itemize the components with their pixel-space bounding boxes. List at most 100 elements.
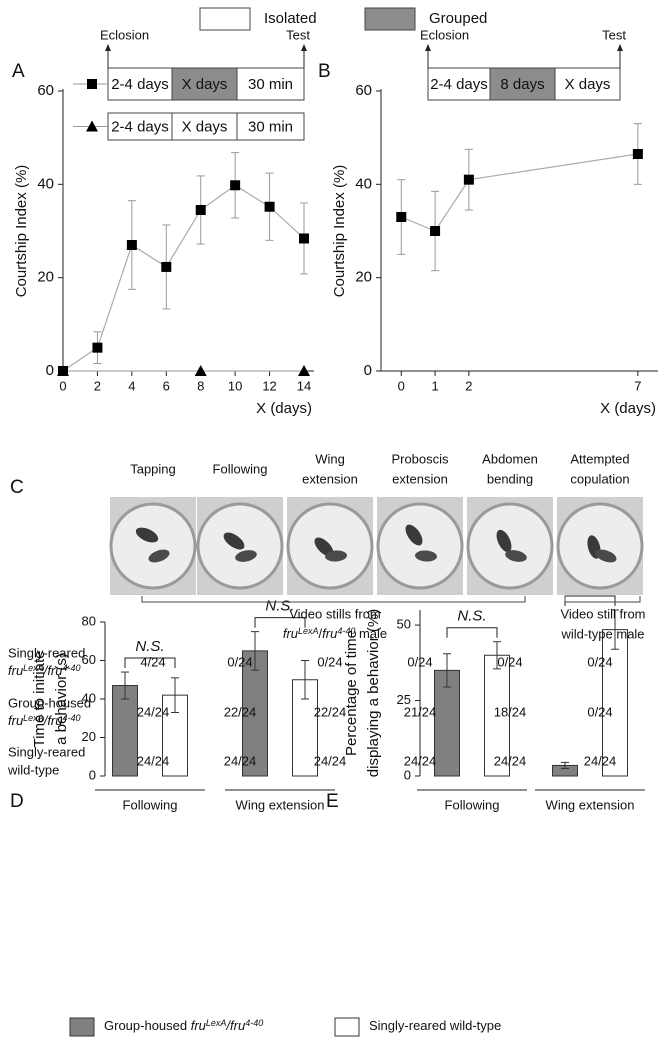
schedule-box	[427, 67, 491, 101]
text-segment: /	[225, 1018, 231, 1033]
y-axis-label: displaying a behavior (%)	[365, 609, 382, 777]
y-tick-label: 20	[355, 269, 372, 286]
marker	[92, 342, 103, 353]
marker	[230, 180, 241, 191]
error-bar	[561, 761, 569, 769]
y-tick-label: 20	[82, 729, 96, 744]
arena	[109, 502, 197, 590]
text-segment: fru	[322, 626, 337, 641]
table-cell: 0/24	[407, 654, 432, 669]
significance-bracket	[446, 627, 498, 638]
x-tick-label: 4	[128, 378, 135, 393]
x-tick-label: 12	[262, 378, 276, 393]
table-cell: 24/24	[314, 753, 347, 768]
marker	[298, 365, 310, 376]
marker	[87, 79, 97, 89]
annotation: N.S.	[457, 608, 486, 625]
caption: Video still from	[560, 606, 645, 621]
y-tick-label: 0	[46, 362, 54, 379]
legend-label: Grouped	[429, 10, 487, 27]
schedule-box	[107, 67, 173, 101]
timeline-label: Test	[286, 27, 310, 42]
text-segment: 4-40	[62, 713, 80, 723]
table-cell: 0/24	[587, 704, 612, 719]
y-axis-label: Courtship Index (%)	[331, 165, 348, 298]
caption: fruLexA/fru4-40 male	[283, 626, 387, 642]
y-tick-label: 40	[37, 175, 54, 192]
timeline-label: Eclosion	[100, 27, 149, 42]
marker	[264, 201, 275, 212]
schedule-label: 30 min	[248, 118, 293, 135]
x-tick-label: Following	[123, 797, 178, 812]
text-segment: male	[355, 626, 387, 641]
x-axis-label: X (days)	[256, 400, 312, 417]
error-bar	[121, 671, 129, 700]
marker	[126, 240, 137, 250]
table-cell: 0/24	[497, 654, 522, 669]
marker	[194, 365, 207, 376]
arena	[556, 502, 644, 590]
text-segment: fru	[283, 626, 298, 641]
x-tick-label: Wing extension	[546, 797, 635, 812]
bar	[484, 654, 510, 777]
table-cell: 24/24	[404, 753, 437, 768]
behavior-label: Attempted	[570, 451, 629, 466]
table-cell: 22/24	[314, 704, 347, 719]
text-segment: 4-40	[245, 1018, 263, 1028]
table-cell: 24/24	[584, 753, 617, 768]
fly	[595, 549, 617, 563]
table-cell: 0/24	[587, 654, 612, 669]
row-label: Singly-reared	[8, 645, 85, 660]
schedule-box	[171, 67, 238, 101]
bar	[112, 685, 138, 777]
y-axis-label: Percentage of time	[343, 630, 360, 756]
caption-bracket	[564, 596, 641, 603]
table-cell: 24/24	[224, 753, 257, 768]
behavior-label: Proboscis	[391, 451, 449, 466]
text-segment: fru	[47, 713, 62, 728]
panel-letter: E	[326, 791, 339, 812]
legend-swatch	[199, 7, 251, 31]
x-tick-label: 2	[94, 378, 101, 393]
schedule-label: X days	[182, 118, 228, 135]
y-axis-label: a behavior (s)	[53, 653, 70, 745]
fly	[496, 529, 512, 553]
x-tick-label: 14	[297, 378, 311, 393]
fly	[415, 550, 437, 562]
fly	[505, 550, 527, 562]
text-segment: /	[319, 626, 323, 641]
text-segment: 4-40	[337, 626, 355, 636]
arrow-head	[301, 44, 307, 51]
bar	[602, 629, 628, 777]
text-segment: LexA	[298, 626, 319, 636]
panel-letter: D	[10, 791, 24, 812]
panel-letter: B	[318, 61, 331, 82]
row-label: fruLexA/fru4-40	[8, 663, 81, 679]
text-segment: /	[43, 663, 49, 678]
schedule-box	[236, 112, 305, 141]
schedule-box	[554, 67, 621, 101]
text-segment: LexA	[206, 1018, 227, 1028]
marker	[430, 226, 441, 236]
x-tick-label: 7	[634, 378, 641, 393]
marker	[632, 149, 643, 159]
fly	[235, 550, 257, 562]
caption-bracket	[141, 596, 526, 603]
timeline-label: Test	[602, 27, 626, 42]
behavior-label: extension	[302, 471, 358, 486]
row-label: wild-type	[7, 762, 59, 777]
behavior-label: Tapping	[130, 461, 176, 476]
y-tick-label: 0	[89, 767, 96, 782]
row-label: Group-housed	[8, 695, 91, 710]
arrow-head	[105, 44, 111, 51]
text-segment: fru	[230, 1018, 245, 1033]
text-segment: Group-housed	[104, 1018, 191, 1033]
fly	[135, 527, 159, 543]
legend-label: Isolated	[264, 10, 317, 27]
marker	[161, 261, 172, 272]
fly	[223, 532, 245, 550]
annotation: N.S.	[135, 638, 164, 655]
error-bar	[443, 653, 451, 688]
marker	[299, 233, 309, 244]
